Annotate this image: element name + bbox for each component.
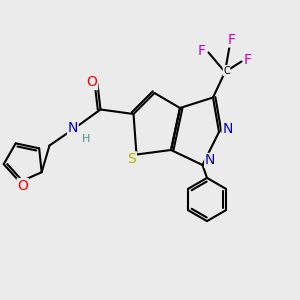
- Text: S: S: [128, 152, 136, 166]
- Text: F: F: [198, 44, 206, 58]
- Text: O: O: [87, 76, 98, 89]
- Text: N: N: [68, 121, 78, 134]
- Text: C: C: [223, 65, 230, 76]
- Text: N: N: [205, 154, 215, 167]
- Text: H: H: [82, 134, 90, 144]
- Text: F: F: [244, 53, 252, 67]
- Text: N: N: [222, 122, 233, 136]
- Text: O: O: [17, 178, 28, 193]
- Text: F: F: [228, 33, 236, 47]
